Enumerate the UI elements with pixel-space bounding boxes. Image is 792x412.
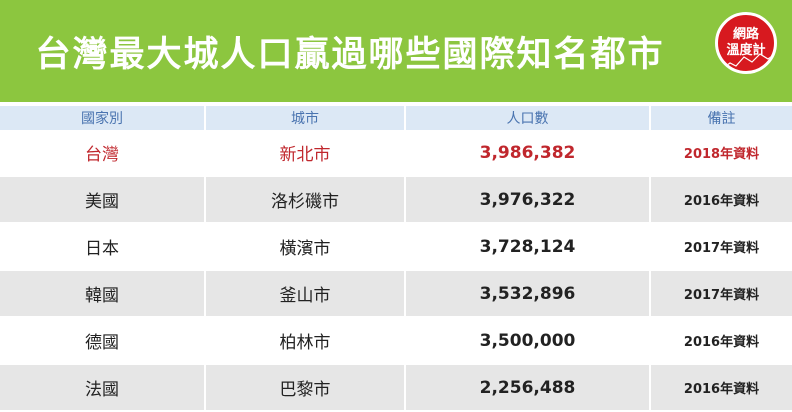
logo-text-line2: 溫度計 [726, 43, 766, 58]
page-title: 台灣最大城人口贏過哪些國際知名都市 [35, 34, 665, 75]
cell-city: 新北市 [205, 130, 406, 176]
column-header-note: 備註 [650, 106, 792, 130]
table-row: 日本 橫濱市 3,728,124 2017年資料 [0, 223, 792, 270]
cell-country: 韓國 [0, 270, 206, 317]
cell-city: 釜山市 [205, 270, 406, 317]
population-table: 國家別 城市 人口數 備註 台灣 新北市 3,986,382 2018年資料 美國 洛杉磯… [0, 106, 792, 412]
cell-note: 2017年資料 [650, 223, 792, 270]
cell-population: 3,532,896 [405, 270, 651, 317]
logo-text-line1: 網路 [732, 27, 759, 42]
table-row: 美國 洛杉磯市 3,976,322 2016年資料 [0, 176, 792, 223]
trend-line-icon [722, 53, 774, 70]
table-header-row: 國家別 城市 人口數 備註 [0, 106, 792, 130]
title-banner [0, 0, 792, 102]
column-header-population: 人口數 [405, 106, 651, 130]
table-row: 法國 巴黎市 2,256,488 2016年資料 [0, 364, 792, 411]
table-row: 台灣 新北市 3,986,382 2018年資料 [0, 130, 792, 176]
cell-city: 橫濱市 [205, 223, 406, 270]
column-header-country: 國家別 [0, 106, 206, 130]
cell-note: 2016年資料 [650, 364, 792, 411]
cell-city: 洛杉磯市 [205, 176, 406, 223]
cell-country: 台灣 [0, 130, 206, 176]
table-row: 韓國 釜山市 3,532,896 2017年資料 [0, 270, 792, 317]
cell-population: 2,256,488 [405, 364, 651, 411]
cell-country: 德國 [0, 317, 206, 364]
table-row: 德國 柏林市 3,500,000 2016年資料 [0, 317, 792, 364]
cell-city: 巴黎市 [205, 364, 406, 411]
cell-country: 法國 [0, 364, 206, 411]
cell-note: 2017年資料 [650, 270, 792, 317]
cell-population: 3,728,124 [405, 223, 651, 270]
cell-note: 2018年資料 [650, 130, 792, 176]
cell-population: 3,986,382 [405, 130, 651, 176]
brand-logo: 網路 溫度計 [715, 12, 777, 74]
cell-note: 2016年資料 [650, 176, 792, 223]
column-header-city: 城市 [205, 106, 406, 130]
cell-country: 美國 [0, 176, 206, 223]
cell-city: 柏林市 [205, 317, 406, 364]
cell-population: 3,500,000 [405, 317, 651, 364]
cell-note: 2016年資料 [650, 317, 792, 364]
cell-population: 3,976,322 [405, 176, 651, 223]
cell-country: 日本 [0, 223, 206, 270]
